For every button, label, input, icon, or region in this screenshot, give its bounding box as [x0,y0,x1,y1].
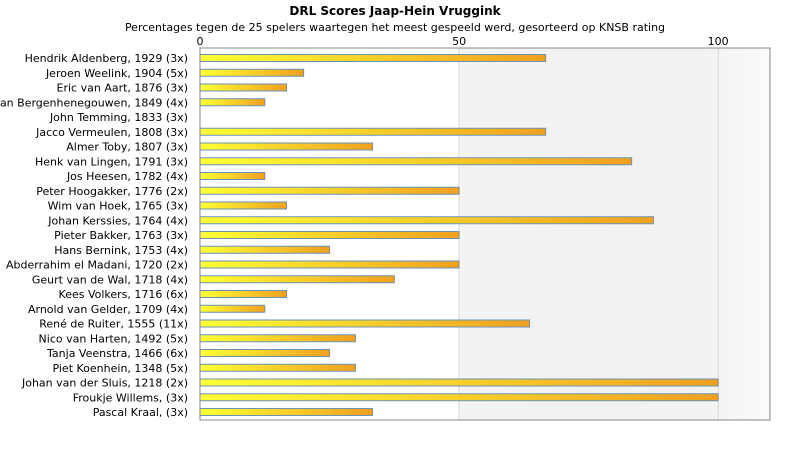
category-label: Jeroen Weelink, 1904 (5x) [45,67,188,80]
x-tick-label: 50 [452,35,466,48]
plot-frame [199,47,771,421]
bar [199,304,266,313]
chart-title: DRL Scores Jaap-Hein Vruggink [289,4,501,18]
category-label: Eric van Aart, 1876 (3x) [57,82,188,95]
category-label: Pascal Kraal, (3x) [93,406,188,419]
x-tick-label: 100 [708,35,729,48]
bar [199,275,395,284]
bar [199,142,374,151]
category-label: Hendrik Aldenberg, 1929 (3x) [25,52,188,65]
x-tick-label: 0 [197,35,204,48]
category-label: Almer Toby, 1807 (3x) [66,141,188,154]
bar [199,186,460,195]
bar [199,83,288,92]
bar [199,216,654,225]
bar [199,393,719,402]
bar [199,408,374,416]
bars [199,54,719,416]
bar [199,157,633,166]
bar [199,334,356,343]
bar [199,231,460,239]
bar [199,54,547,62]
bar [199,172,266,180]
category-label: Johan Kerssies, 1764 (4x) [47,214,188,227]
bar [199,98,266,107]
bar [199,260,460,269]
category-label: Jos Heesen, 1782 (4x) [66,170,188,183]
bar [199,349,331,357]
category-label: Kees Volkers, 1716 (6x) [59,288,188,301]
category-label: Johan van der Sluis, 1218 (2x) [21,377,188,390]
category-label: Hans Bernink, 1753 (4x) [54,244,188,257]
category-label: John Temming, 1833 (3x) [49,111,188,124]
bar [199,245,331,254]
x-axis-ticks: 0 50 100 [197,35,729,48]
bar [199,378,719,387]
chart-subtitle: Percentages tegen de 25 spelers waartege… [125,21,665,34]
bar [199,68,305,77]
category-label: Peter Hoogakker, 1776 (2x) [36,185,188,198]
bar [199,363,356,372]
category-label: Gert van Bergenhenegouwen, 1849 (4x) [0,96,188,109]
bar [199,201,288,210]
category-label: Pieter Bakker, 1763 (3x) [54,229,188,242]
bar [199,319,531,328]
category-label: Jacco Vermeulen, 1808 (3x) [35,126,188,139]
category-label: Arnold van Gelder, 1709 (4x) [28,303,188,316]
category-label: Henk van Lingen, 1791 (3x) [35,155,188,168]
category-label: Wim van Hoek, 1765 (3x) [48,200,188,213]
category-label: Tanja Veenstra, 1466 (6x) [46,347,188,360]
category-label: Froukje Willems, (3x) [73,391,188,404]
y-axis-labels: Hendrik Aldenberg, 1929 (3x) Jeroen Weeli… [0,52,188,419]
category-label: René de Ruiter, 1555 (11x) [39,318,188,331]
category-label: Piet Koenhein, 1348 (5x) [52,362,188,375]
category-label: Nico van Harten, 1492 (5x) [39,332,188,345]
bar [199,127,547,136]
category-label: Abderrahim el Madani, 1720 (2x) [6,259,188,272]
bar [199,290,288,298]
category-label: Geurt van de Wal, 1718 (4x) [32,273,188,286]
